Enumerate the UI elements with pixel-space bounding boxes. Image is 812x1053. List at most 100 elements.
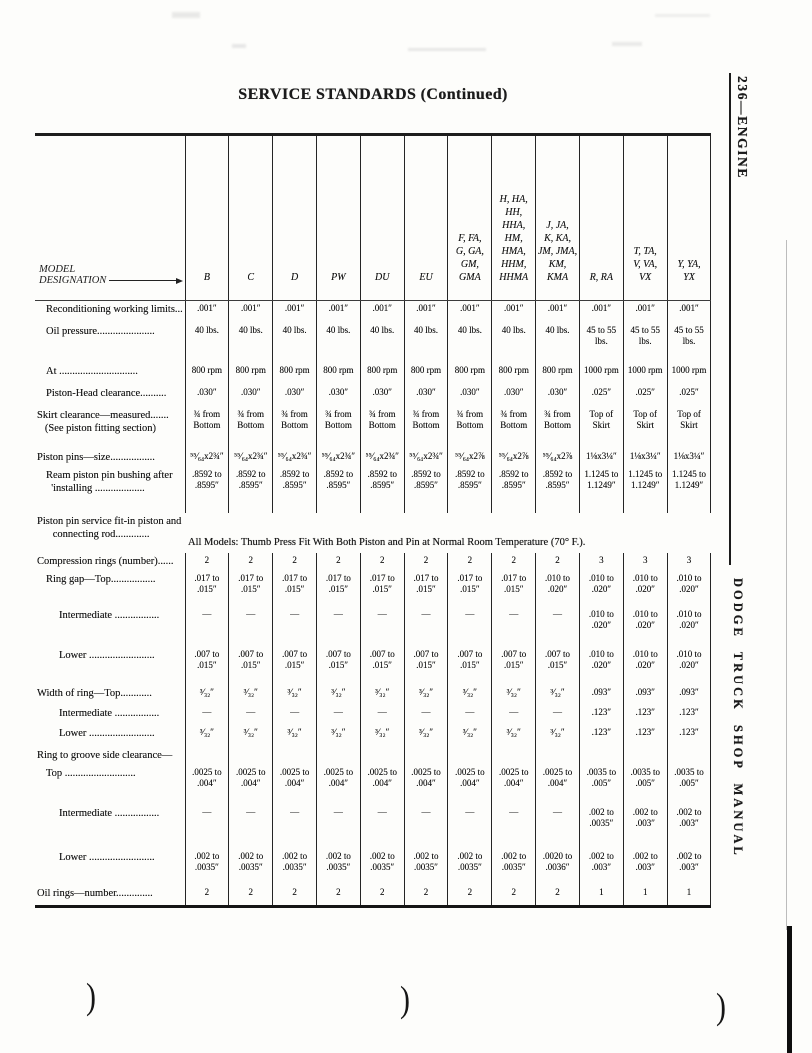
- table-cell: 1.1245 to 1.1249″: [622, 466, 668, 513]
- table-row: Reconditioning working limits... .001″ .00…: [35, 300, 712, 323]
- bottom-paren: ): [400, 978, 410, 1020]
- table-cell: 2: [535, 884, 580, 907]
- table-header: MODEL DESIGNATION B C D PW DU EU F, FA, G, GA,…: [35, 134, 712, 301]
- table-cell: .002 to .0035″: [359, 848, 405, 885]
- column-header: DU: [359, 134, 405, 301]
- table-cell: ³⁄₃₂″: [315, 724, 361, 747]
- table-cell: 2: [184, 552, 229, 571]
- table-cell: ³⁄₃₂″: [184, 724, 229, 747]
- table-row: Piston pins—size................. ⁵⁵⁄₆₄x2…: [35, 448, 712, 467]
- table-cell: .030″: [272, 384, 317, 407]
- table-cell: ¾ from Bottom: [535, 406, 580, 449]
- table-cell: ⁵⁵⁄₆₄x2¾″: [359, 448, 405, 467]
- table-cell: .001″: [447, 300, 492, 323]
- table-row: Oil pressure...................... 40 lbs…: [35, 322, 712, 363]
- table-row: Skirt clearance—measured....... (See pis…: [35, 406, 712, 449]
- table-row: Oil rings—number.............. 2 2 2 2 2 2 2 2 2 1…: [35, 884, 712, 907]
- table-cell: 1: [666, 884, 712, 907]
- table-cell: .001″: [315, 300, 361, 323]
- table-row: Ring to groove side clearance—: [35, 746, 712, 765]
- bottom-paren: ): [716, 985, 726, 1027]
- table-cell: ³⁄₃₂″: [272, 684, 317, 705]
- table-cell: .123″: [666, 704, 712, 725]
- table-cell: .123″: [622, 724, 668, 747]
- table-cell: 1.1245 to 1.1249″: [578, 466, 624, 513]
- row-label: Piston-Head clearance..........: [46, 387, 167, 399]
- table-cell: 45 to 55 lbs.: [666, 322, 712, 363]
- table-cell: 1000 rpm: [622, 362, 668, 385]
- column-header: J, JA, K, KA, JM, JMA, KM, KMA: [535, 134, 580, 301]
- table-cell: 40 lbs.: [359, 322, 405, 363]
- table-cell: —: [403, 704, 448, 725]
- scan-noise: [655, 14, 710, 17]
- table-cell: .010 to .020″: [578, 606, 624, 647]
- table-cell: .010 to .020″: [535, 570, 580, 607]
- table-cell: [315, 746, 361, 765]
- table-cell: ³⁄₃₂″: [447, 684, 492, 705]
- table-row: Ream piston pin bushing after 'installin…: [35, 466, 712, 513]
- table-cell: .001″: [403, 300, 448, 323]
- table-row: Ring gap—Top................. .017 to .01…: [35, 570, 712, 607]
- table-cell: .8592 to .8595″: [403, 466, 448, 513]
- table-cell: .0035 to .005″: [622, 764, 668, 805]
- table-cell: —: [535, 704, 580, 725]
- table-cell: .030″: [228, 384, 273, 407]
- table-cell: .007 to .015″: [359, 646, 405, 685]
- arrow-line: [109, 279, 176, 282]
- row-label: Intermediate .................: [59, 807, 160, 819]
- table-cell: .123″: [666, 724, 712, 747]
- table-cell: .123″: [578, 724, 624, 747]
- table-row: Intermediate ................. — — — — — — — — —.…: [35, 704, 712, 725]
- table-cell: ⁵⁵⁄₆₄x2¾″: [315, 448, 361, 467]
- table-cell: —: [491, 804, 536, 849]
- designation-line: DESIGNATION: [39, 275, 107, 286]
- row-label: Skirt clearance—measured....... (See pis…: [37, 409, 169, 435]
- row-label: Ring to groove side clearance—: [37, 749, 173, 761]
- row-label: Lower .........................: [59, 649, 155, 661]
- table-cell: 2: [315, 884, 361, 907]
- table-cell: —: [315, 804, 361, 849]
- table-cell: 2: [315, 552, 361, 571]
- table-cell: —: [184, 606, 229, 647]
- table-row: Intermediate ................. — — — — — — — — —.…: [35, 606, 712, 647]
- table-cell: 800 rpm: [184, 362, 229, 385]
- table-cell: .093″: [622, 684, 668, 705]
- table-cell: 2: [228, 884, 273, 907]
- row-label: Oil pressure......................: [46, 325, 155, 337]
- table-cell: 800 rpm: [315, 362, 361, 385]
- column-header: D: [272, 134, 317, 301]
- table-cell: —: [359, 804, 405, 849]
- table-cell: —: [315, 606, 361, 647]
- table-cell: .0025 to .004″: [359, 764, 405, 805]
- page-edge-bar: [787, 926, 792, 1053]
- table-cell: —: [535, 606, 580, 647]
- table-cell: .002 to .003″: [622, 804, 668, 849]
- table-cell: .002 to .0035″: [491, 848, 536, 885]
- table-cell: .002 to .0035″: [184, 848, 229, 885]
- table-cell: 800 rpm: [403, 362, 448, 385]
- table-cell: [272, 746, 317, 765]
- table-cell: —: [184, 704, 229, 725]
- table-row: Piston pin service fit-in piston and con…: [35, 513, 711, 553]
- table-cell: —: [228, 804, 273, 849]
- row-label: Intermediate .................: [59, 707, 160, 719]
- table-cell: [622, 746, 668, 765]
- model-designation-label: MODEL DESIGNATION: [35, 134, 185, 301]
- table-cell: .007 to .015″: [491, 646, 536, 685]
- table-cell: .8592 to .8595″: [184, 466, 229, 513]
- column-header: F, FA, G, GA, GM, GMA: [447, 134, 492, 301]
- table-cell: .030″: [315, 384, 361, 407]
- table-cell: 45 to 55 lbs.: [622, 322, 668, 363]
- scan-noise: [612, 42, 642, 46]
- model-line: MODEL: [39, 264, 76, 275]
- table-cell: [491, 746, 536, 765]
- table-cell: 2: [272, 552, 317, 571]
- header-row: MODEL DESIGNATION B C D PW DU EU F, FA, G, GA,…: [35, 134, 712, 301]
- table-cell: ³⁄₃₂″: [228, 684, 273, 705]
- table-cell: 2: [403, 552, 448, 571]
- column-header: Y, YA, YX: [666, 134, 712, 301]
- table-cell: .017 to .015″: [359, 570, 405, 607]
- table-cell: [359, 746, 405, 765]
- table-body: Reconditioning working limits... .001″ .00…: [35, 300, 712, 907]
- table-cell: .007 to .015″: [403, 646, 448, 685]
